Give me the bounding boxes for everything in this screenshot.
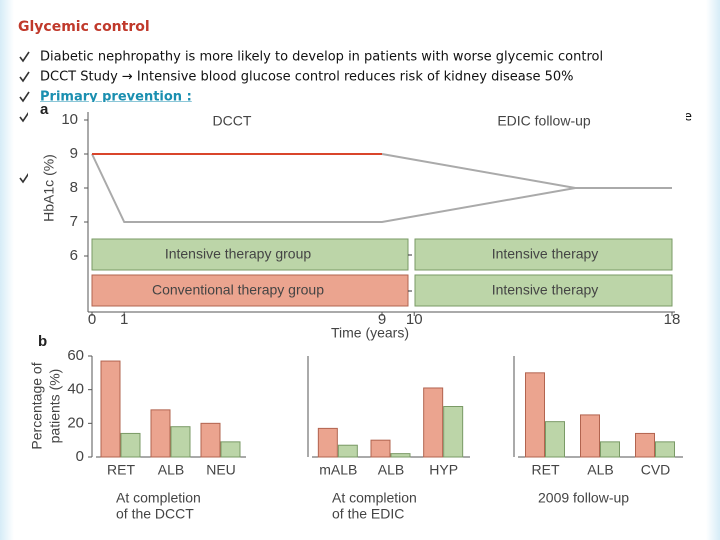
y-tick-label: 7 (70, 213, 78, 230)
x-tick-label: 18 (664, 311, 681, 328)
x-axis-label: At completion (332, 490, 417, 506)
bar (100, 360, 121, 458)
y-tick-label: 6 (70, 247, 78, 264)
box-label: Intensive therapy (492, 282, 599, 298)
x-tick-label: ALB (158, 462, 184, 478)
y-tick-label: 8 (70, 179, 78, 196)
check (19, 111, 30, 123)
line-series (381, 153, 672, 189)
y-axis-label: Percentage of (29, 362, 45, 449)
panel-label: b (38, 333, 47, 350)
box-label: Conventional therapy group (152, 282, 324, 298)
x-axis-label: Time (years) (331, 325, 409, 341)
x-tick-label: NEU (206, 462, 236, 478)
therapy-box (414, 238, 673, 271)
bullet-fragment: e (684, 110, 692, 125)
check (19, 51, 30, 63)
y-axis-label: HbA1c (%) (41, 154, 57, 222)
x-tick-label: RET (107, 462, 135, 478)
y-tick-label: 10 (61, 111, 78, 128)
y-axis-label: patients (%) (47, 369, 63, 444)
bar (655, 441, 675, 458)
period-label: EDIC follow-up (497, 113, 591, 129)
bar (370, 439, 391, 458)
bar (317, 427, 338, 458)
x-axis-label: of the EDIC (332, 506, 404, 522)
x-tick-label: HYP (429, 462, 458, 478)
x-tick-label: 9 (378, 311, 386, 328)
x-tick-label: ALB (587, 462, 613, 478)
arrow (408, 254, 412, 292)
bar (200, 422, 221, 458)
bar (150, 409, 171, 458)
bar (580, 414, 600, 458)
y-tick-label: 60 (67, 347, 84, 364)
x-tick-label: CVD (641, 462, 671, 478)
x-axis-label: 2009 follow-up (538, 490, 629, 506)
y-tick-label: 20 (67, 414, 84, 431)
x-tick-label: mALB (319, 462, 357, 478)
bar (423, 387, 444, 458)
bar (170, 426, 191, 458)
therapy-box (414, 274, 673, 307)
y-tick-label: 9 (70, 145, 78, 162)
bar (120, 432, 141, 458)
x-axis-label: At completion (116, 490, 201, 506)
x-tick-label: RET (532, 462, 560, 478)
therapy-box (91, 238, 409, 271)
period-label: DCCT (213, 113, 252, 129)
bar (220, 441, 241, 458)
y-tick-label: 40 (67, 381, 84, 398)
check (19, 91, 30, 103)
check (19, 172, 30, 184)
box-label: Intensive therapy (492, 246, 599, 262)
panel-label: a (40, 101, 49, 118)
bullet: DCCT Study → Intensive blood glucose con… (40, 70, 574, 85)
x-tick-label: 1 (120, 311, 128, 328)
bar (600, 441, 620, 458)
bar (390, 453, 411, 458)
bullet: Primary prevention : (40, 90, 192, 105)
x-tick-label: 0 (88, 311, 96, 328)
x-axis-label: of the DCCT (116, 506, 194, 522)
bullet-checks (19, 51, 30, 184)
box-label: Intensive therapy group (165, 246, 312, 262)
bar (635, 432, 655, 458)
bar (443, 406, 464, 458)
check (19, 71, 30, 83)
x-tick-label: ALB (378, 462, 404, 478)
slide-title: Glycemic control (18, 19, 150, 35)
bullet: Diabetic nephropathy is more likely to d… (40, 50, 603, 65)
y-tick-label: 0 (76, 448, 84, 465)
x-tick-label: 10 (406, 311, 423, 328)
therapy-box (91, 274, 409, 307)
bar (545, 421, 565, 458)
bar (337, 444, 358, 458)
bar (525, 372, 545, 458)
